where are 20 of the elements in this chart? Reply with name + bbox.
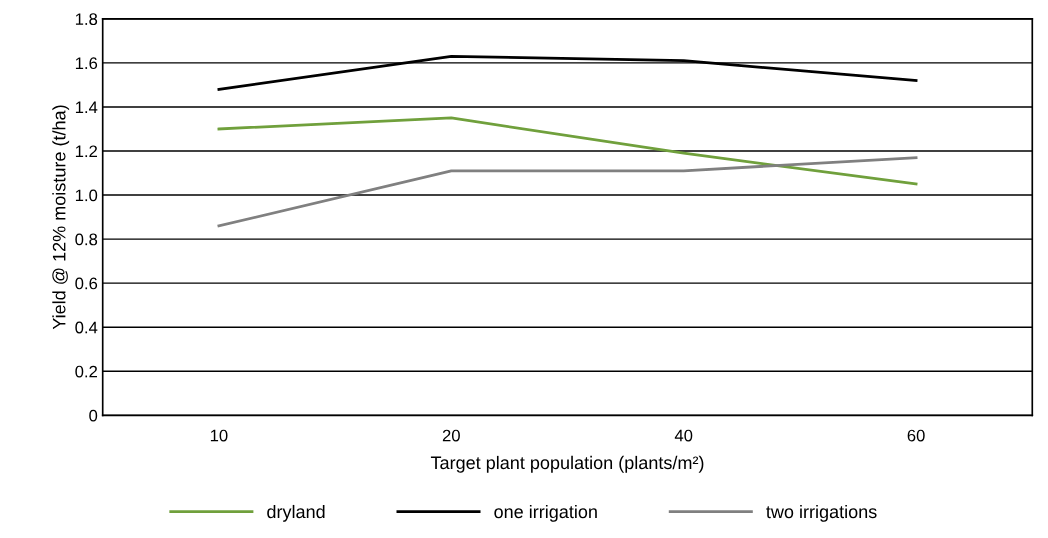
y-tick-label: 0.6 — [75, 277, 98, 290]
x-tick-label: 40 — [674, 429, 693, 442]
y-tick-label: 1.2 — [75, 145, 98, 158]
x-tick-label: 10 — [210, 429, 228, 442]
y-tick-label: 0.8 — [75, 233, 98, 246]
x-axis-title: Target plant population (plants/m²) — [430, 455, 704, 473]
y-tick-label: 0 — [89, 409, 98, 422]
y-tick-label: 0.4 — [75, 321, 98, 334]
y-tick-label: 1.6 — [75, 57, 98, 70]
line-series — [217, 116, 918, 186]
y-tick-label: 1.8 — [75, 13, 98, 26]
x-tick-label: 60 — [907, 429, 925, 442]
legend-label: two irrigations — [766, 504, 877, 522]
legend-label: one irrigation — [494, 504, 597, 522]
y-axis-title: Yield @ 12% moisture (t/ha) — [52, 105, 70, 330]
y-tick-label: 1.0 — [75, 189, 98, 202]
legend-label: dryland — [267, 504, 325, 522]
x-tick-label: 20 — [442, 429, 460, 442]
y-tick-label: 0.2 — [75, 365, 98, 378]
y-tick-label: 1.4 — [75, 101, 98, 113]
